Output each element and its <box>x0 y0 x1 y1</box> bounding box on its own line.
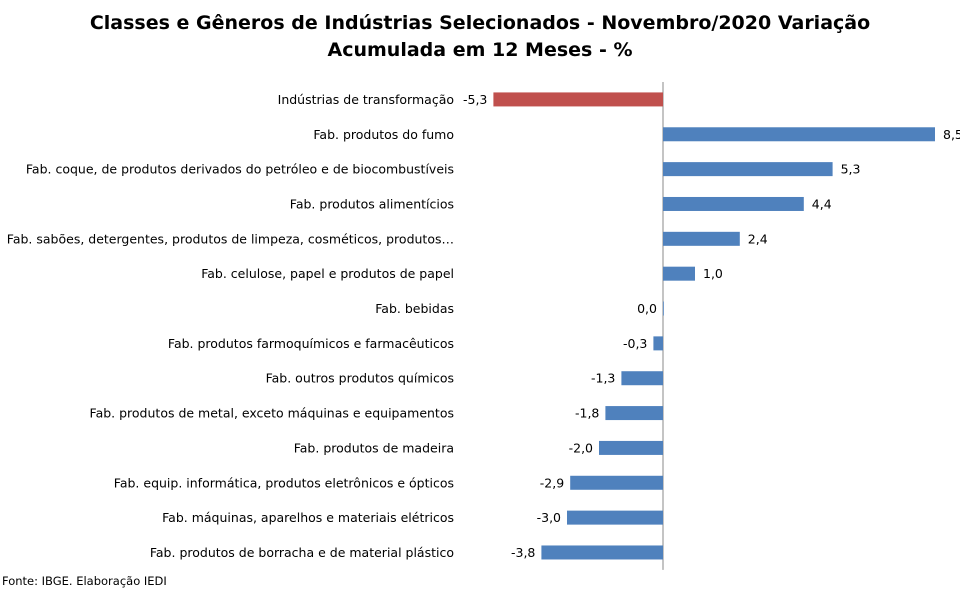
data-label: -1,8 <box>575 406 599 421</box>
category-label: Fab. sabões, detergentes, produtos de li… <box>7 231 454 246</box>
bar <box>663 301 664 316</box>
data-label: -2,0 <box>569 440 593 455</box>
data-label: 1,0 <box>703 266 723 281</box>
bar <box>599 440 663 455</box>
chart-title-line1: Classes e Gêneros de Indústrias Selecion… <box>89 12 871 34</box>
bar <box>541 545 663 560</box>
bar <box>663 266 695 281</box>
category-label: Fab. outros produtos químicos <box>266 371 454 386</box>
data-label: -3,8 <box>511 545 535 560</box>
chart-title-line2: Acumulada em 12 Meses - % <box>327 39 633 61</box>
source-note: Fonte: IBGE. Elaboração IEDI <box>2 574 167 588</box>
data-label: 4,4 <box>812 196 832 211</box>
category-label: Fab. produtos farmoquímicos e farmacêuti… <box>168 336 454 351</box>
data-label: 5,3 <box>841 162 861 177</box>
bar <box>663 231 740 246</box>
bar <box>663 127 935 142</box>
data-label: -0,3 <box>623 336 647 351</box>
category-label: Fab. produtos de metal, exceto máquinas … <box>90 406 454 421</box>
category-label: Fab. celulose, papel e produtos de papel <box>201 266 454 281</box>
data-label: -3,0 <box>537 510 561 525</box>
bar <box>663 196 804 211</box>
data-label: 8,5 <box>943 127 960 142</box>
chart-title: Classes e Gêneros de Indústrias Selecion… <box>0 10 960 64</box>
category-label: Fab. bebidas <box>375 301 454 316</box>
data-label: -5,3 <box>463 92 487 107</box>
category-label: Fab. máquinas, aparelhos e materiais elé… <box>162 510 454 525</box>
bar <box>605 406 663 421</box>
bar <box>493 92 663 107</box>
category-label: Fab. produtos de madeira <box>294 440 454 455</box>
bar <box>621 371 663 386</box>
bar <box>567 510 663 525</box>
category-label: Fab. produtos alimentícios <box>290 196 454 211</box>
bar <box>663 162 833 177</box>
data-label: 0,0 <box>637 301 657 316</box>
category-label: Fab. equip. informática, produtos eletrô… <box>114 475 454 490</box>
bar <box>653 336 663 351</box>
bar <box>570 475 663 490</box>
data-label: -2,9 <box>540 475 564 490</box>
data-label: -1,3 <box>591 371 615 386</box>
category-label: Fab. produtos do fumo <box>313 127 454 142</box>
category-label: Fab. coque, de produtos derivados do pet… <box>26 162 454 177</box>
data-label: 2,4 <box>748 231 768 246</box>
category-label: Indústrias de transformação <box>278 92 454 107</box>
category-label: Fab. produtos de borracha e de material … <box>150 545 454 560</box>
